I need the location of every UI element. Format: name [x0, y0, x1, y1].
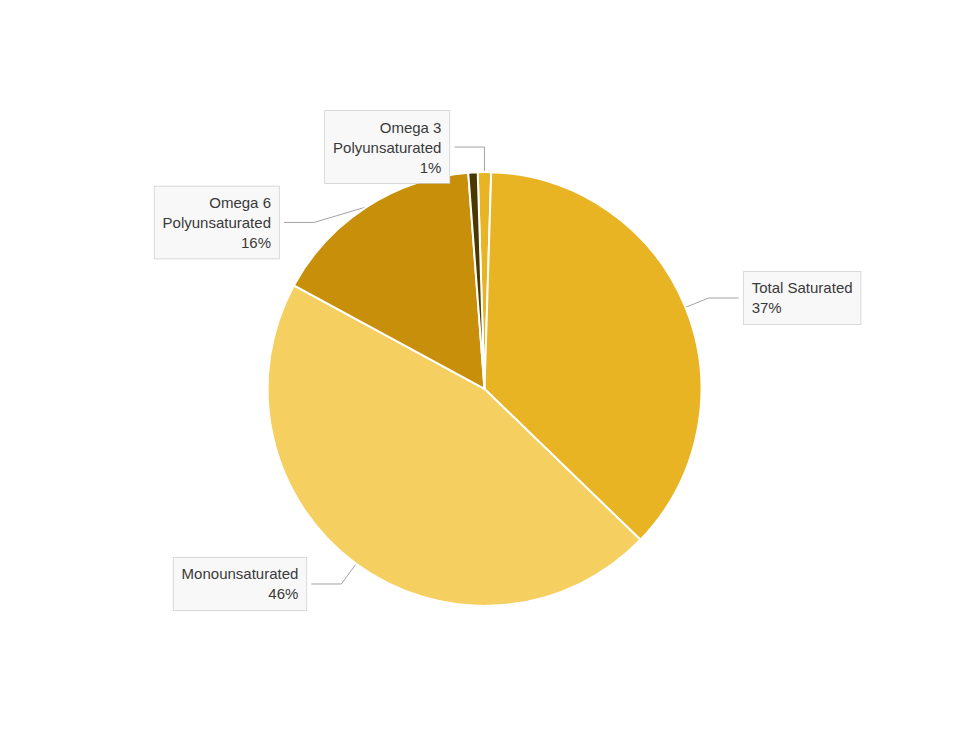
svg-text:Omega 3: Omega 3 [380, 119, 442, 136]
svg-text:Polyunsaturated: Polyunsaturated [333, 139, 441, 156]
svg-text:Monounsaturated: Monounsaturated [182, 565, 299, 582]
svg-text:1%: 1% [420, 159, 442, 176]
svg-text:Total Saturated: Total Saturated [752, 279, 853, 296]
svg-text:46%: 46% [268, 585, 298, 602]
svg-text:16%: 16% [241, 234, 271, 251]
svg-text:37%: 37% [752, 299, 782, 316]
svg-text:Omega 6: Omega 6 [209, 194, 271, 211]
svg-text:Polyunsaturated: Polyunsaturated [163, 214, 271, 231]
